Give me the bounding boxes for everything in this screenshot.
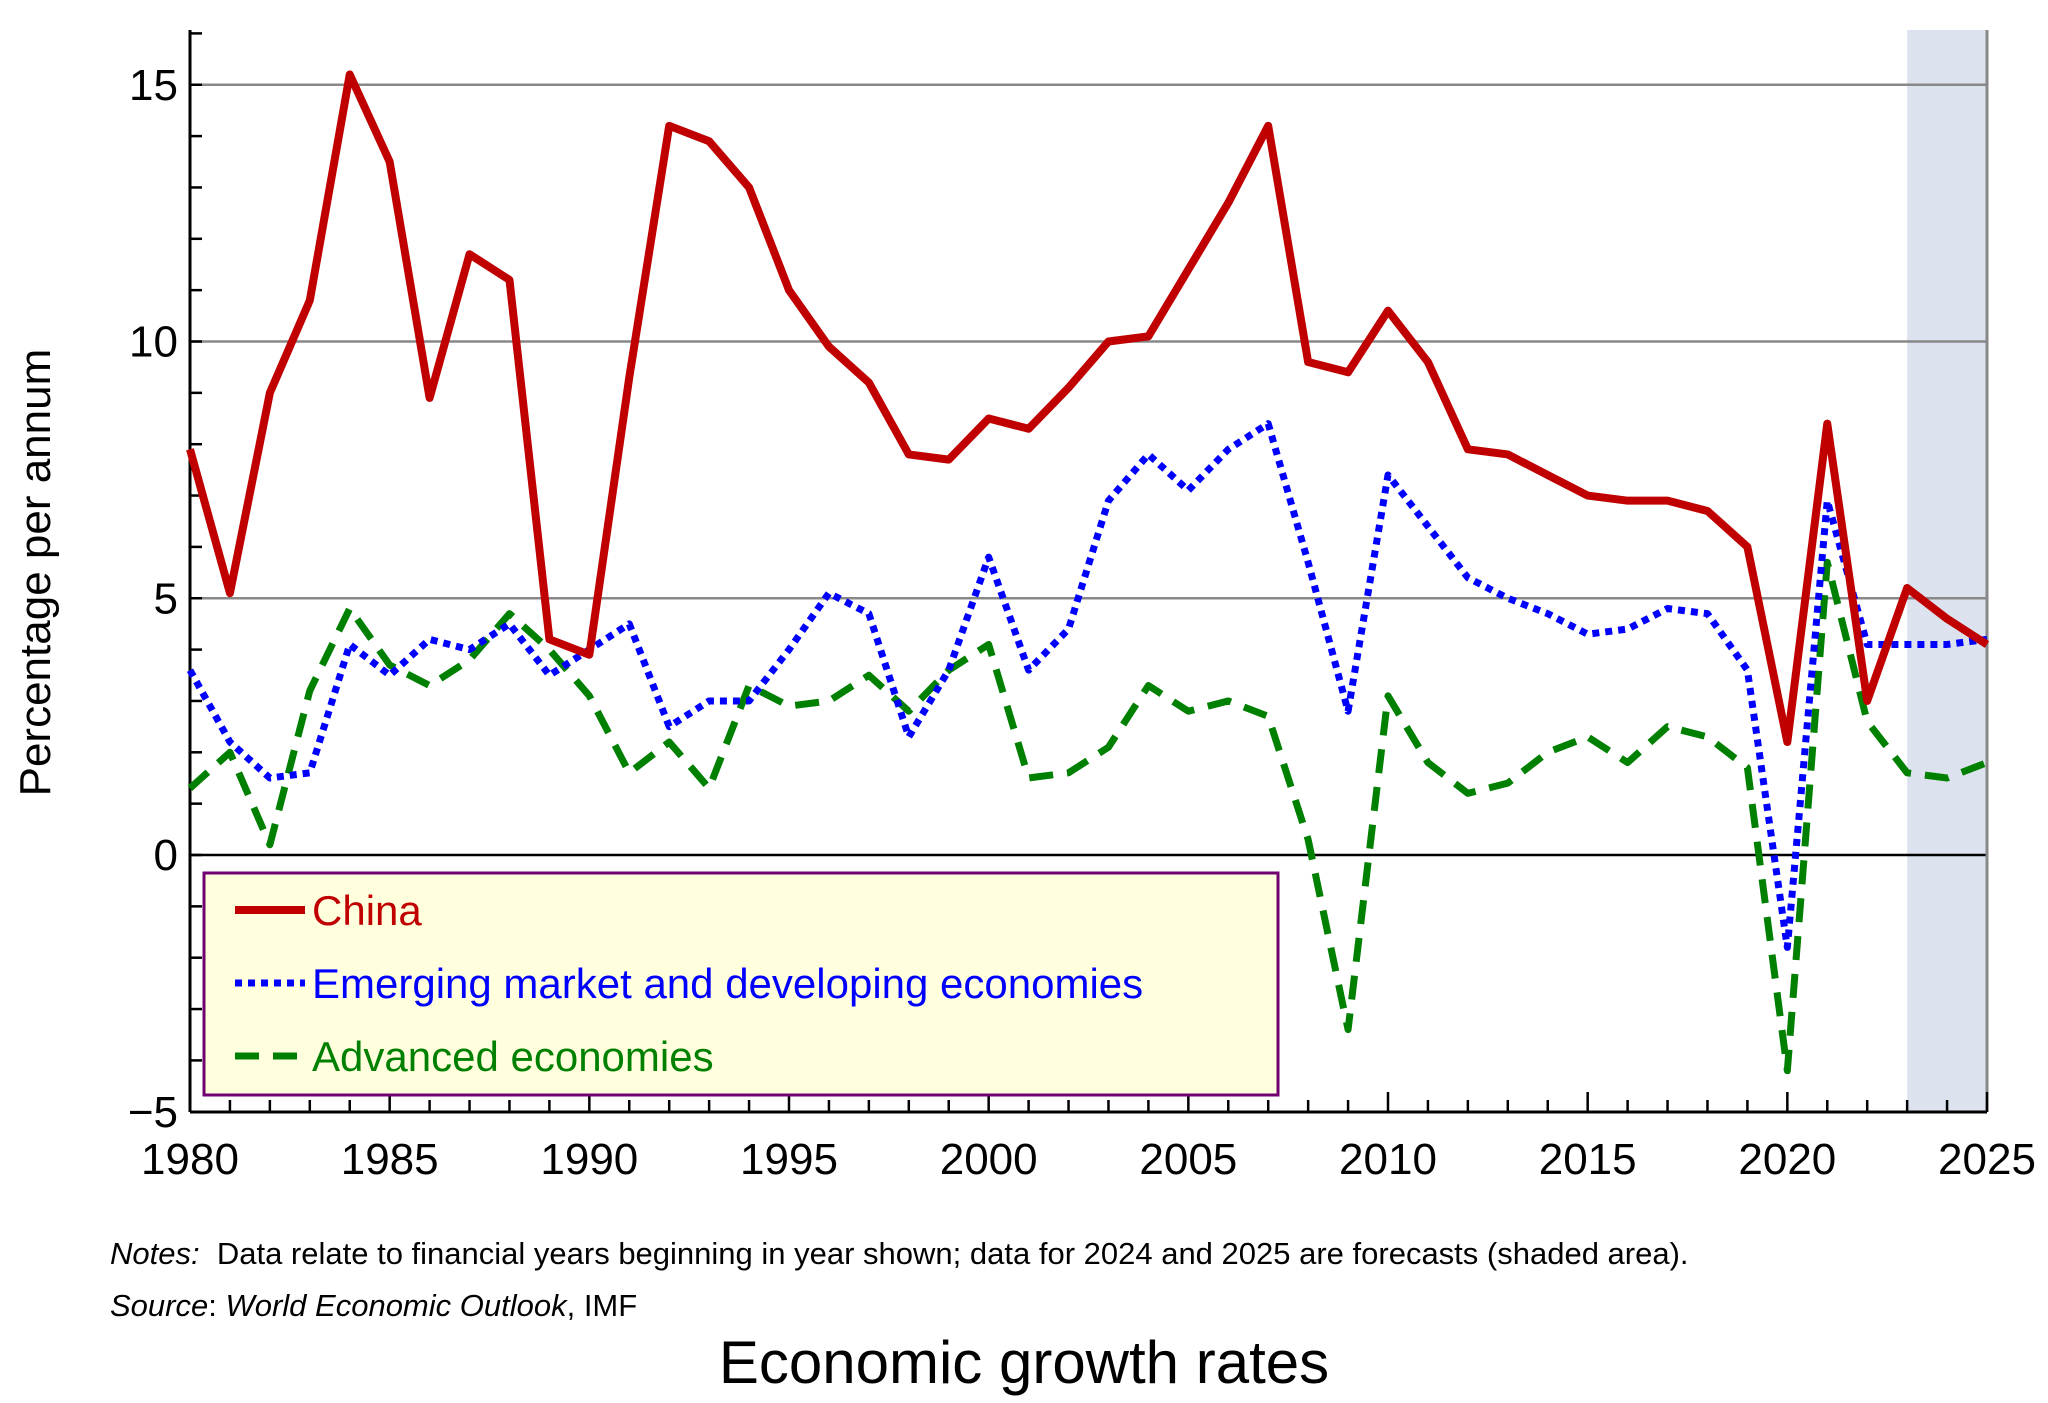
x-tick-label: 1990 <box>540 1135 638 1184</box>
y-tick-label: 15 <box>129 61 178 110</box>
series-line-0 <box>186 70 1990 747</box>
x-tick-label: 2020 <box>1738 1135 1836 1184</box>
x-tick-label: 2025 <box>1938 1135 2036 1184</box>
series-dotted-line <box>186 420 1988 951</box>
chart-title: Economic growth rates <box>718 1329 1330 1396</box>
forecast-shading <box>1907 30 1987 1112</box>
legend-label: Advanced economies <box>312 1033 714 1080</box>
y-tick-label: 5 <box>154 574 178 623</box>
x-tick-label: 1985 <box>341 1135 439 1184</box>
source-line: Source: World Economic Outlook, IMF <box>110 1280 1689 1332</box>
x-tick-label: 2000 <box>940 1135 1038 1184</box>
notes-label: Notes: <box>110 1236 200 1271</box>
chart-notes: Notes: Data relate to financial years be… <box>110 1228 1689 1332</box>
source-rest: , IMF <box>566 1288 638 1323</box>
x-tick-label: 1980 <box>141 1135 239 1184</box>
series-dashed-line <box>187 558 1989 1075</box>
source-sep: : <box>208 1288 226 1323</box>
legend: China Emerging market and developing econ… <box>202 871 1280 1097</box>
legend-label: Emerging market and developing economies <box>312 960 1143 1007</box>
legend-label: China <box>312 887 422 934</box>
legend-box <box>202 871 1280 1097</box>
series-solid-line <box>186 70 1990 747</box>
source-label: Source <box>110 1288 209 1323</box>
x-tick-label: 2005 <box>1139 1135 1237 1184</box>
source-title: World Economic Outlook <box>225 1288 567 1323</box>
y-tick-label: 10 <box>129 318 178 367</box>
notes-text: Data relate to financial years beginning… <box>199 1236 1689 1271</box>
series-line-1 <box>186 420 1988 951</box>
x-tick-label: 2010 <box>1339 1135 1437 1184</box>
series-line-2 <box>187 558 1989 1075</box>
y-tick-label: −5 <box>128 1088 178 1137</box>
x-tick-label: 1995 <box>740 1135 838 1184</box>
y-tick-label: 0 <box>154 831 178 880</box>
notes-line: Notes: Data relate to financial years be… <box>110 1228 1689 1280</box>
x-tick-label: 2015 <box>1539 1135 1637 1184</box>
y-axis-label: Percentage per annum <box>11 349 60 797</box>
